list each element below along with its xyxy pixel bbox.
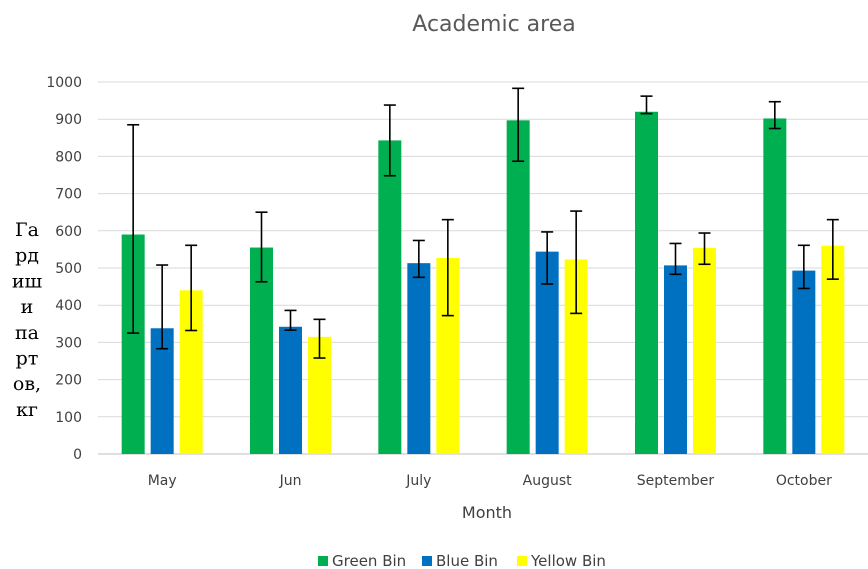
- y-tick-label: 100: [55, 410, 82, 426]
- chart-title: Academic area: [412, 12, 575, 37]
- bar-green-bin: [378, 140, 402, 455]
- x-axis-ticks: May Jun July August September October: [148, 473, 832, 489]
- y-tick-label: 400: [55, 298, 82, 314]
- y-axis-label-line: и: [21, 296, 34, 318]
- legend-label: Blue Bin: [436, 552, 498, 569]
- bar-blue-bin: [664, 265, 687, 454]
- x-tick-label: July: [405, 473, 431, 489]
- y-axis-label-line: ов,: [13, 373, 41, 395]
- y-tick-label: 700: [55, 187, 82, 203]
- legend: Green Bin Blue Bin Yellow Bin: [318, 552, 606, 569]
- bar-yellow-bin: [564, 259, 588, 454]
- x-tick-label: May: [148, 473, 177, 489]
- y-axis-label-line: па: [15, 322, 39, 344]
- bar-green-bin: [763, 118, 787, 455]
- bar-blue-bin: [150, 328, 174, 454]
- legend-swatch: [422, 556, 432, 566]
- gridlines: [98, 81, 868, 455]
- bar-blue-bin: [792, 270, 816, 454]
- bar-yellow-bin: [436, 257, 460, 454]
- y-tick-label: 200: [55, 373, 82, 389]
- y-tick-label: 0: [73, 447, 82, 463]
- x-tick-label: September: [637, 473, 715, 489]
- y-tick-label: 500: [55, 261, 82, 277]
- bar-green-bin: [250, 247, 273, 454]
- bar-green-bin: [506, 120, 530, 454]
- legend-label: Green Bin: [332, 552, 406, 569]
- y-axis-label-line: рт: [16, 348, 39, 370]
- y-axis-label-line: кг: [16, 399, 38, 421]
- bar-blue-bin: [279, 326, 302, 454]
- y-axis-label-line: рд: [15, 245, 39, 267]
- y-axis-ticks: 0 100 200 300 400 500 600 700 800 900 1000: [46, 75, 82, 463]
- bar-green-bin: [635, 111, 658, 454]
- legend-swatch: [318, 556, 328, 566]
- x-tick-label: Jun: [279, 473, 302, 489]
- y-tick-label: 600: [55, 224, 82, 240]
- bar-blue-bin: [407, 263, 431, 454]
- bars: [121, 111, 845, 455]
- bar-blue-bin: [535, 251, 559, 454]
- legend-swatch: [517, 556, 527, 566]
- y-tick-label: 900: [55, 112, 82, 128]
- x-axis-title: Month: [462, 503, 512, 522]
- legend-label: Yellow Bin: [530, 552, 606, 569]
- y-axis-label-line: Га: [15, 219, 39, 241]
- y-axis-label: Га рд иш и па рт ов, кг: [12, 219, 43, 421]
- bar-yellow-bin: [821, 245, 845, 454]
- error-bars: [127, 87, 839, 359]
- y-tick-label: 300: [55, 335, 82, 351]
- y-axis-label-line: иш: [12, 270, 43, 292]
- bar-green-bin: [121, 234, 145, 454]
- y-tick-label: 800: [55, 149, 82, 165]
- bar-yellow-bin: [693, 247, 716, 454]
- y-tick-label: 1000: [46, 75, 82, 91]
- bar-yellow-bin: [308, 336, 331, 454]
- x-tick-label: October: [776, 473, 832, 489]
- x-tick-label: August: [523, 473, 573, 489]
